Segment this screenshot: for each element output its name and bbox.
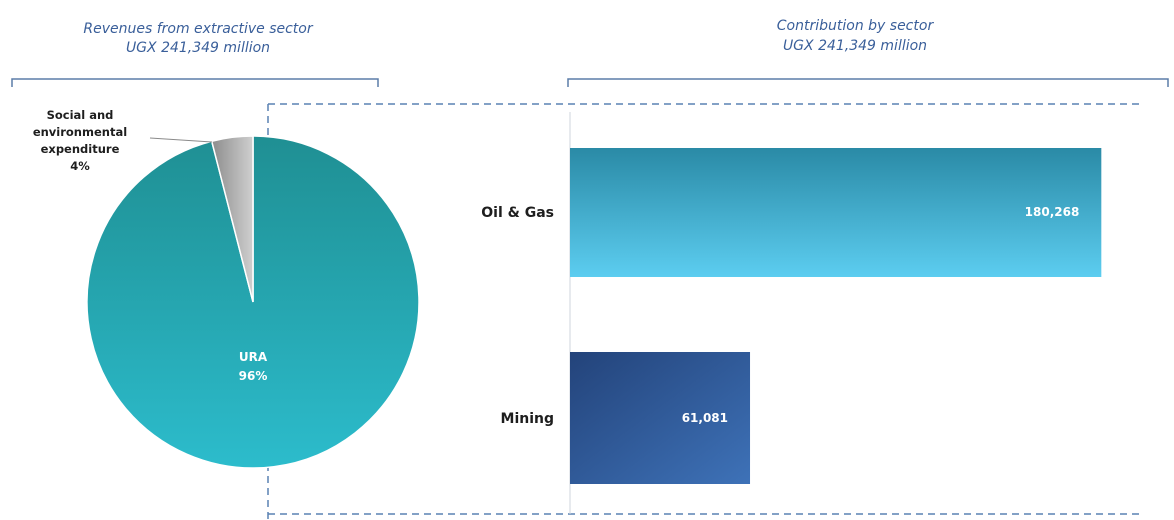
bar-chart-subtitle: UGX 241,349 million [783,38,927,54]
pie-chart-title: Revenues from extractive sector [83,21,313,37]
pie-label-small-value: 4% [70,159,90,173]
pie-chart [86,135,420,469]
bar-value-label-oil-gas: 180,268 [1025,205,1080,219]
pie-label-main: URA [239,350,268,364]
pie-title-bracket [11,78,379,87]
bar-category-label-oil-gas: Oil & Gas [481,205,554,221]
pie-label-leader [149,137,213,143]
pie-label-small-line-2: environmental [33,125,127,139]
pie-label-small-line-3: expenditure [41,142,120,156]
bar-chart: 180,268 Oil & Gas 61,081 Mining [481,148,1102,484]
bar-mining [570,352,751,484]
pie-slice-social-environmental [210,135,254,303]
pie-label-main-value: 96% [239,369,268,383]
bar-category-label-mining: Mining [501,411,554,427]
bar-title-bracket [567,78,1169,87]
pie-label-small-line-1: Social and [47,108,114,122]
bar-value-label-mining: 61,081 [682,411,728,425]
bar-chart-title: Contribution by sector [777,18,935,34]
pie-chart-subtitle: UGX 241,349 million [126,40,270,56]
bar-oil-gas [570,148,1102,277]
